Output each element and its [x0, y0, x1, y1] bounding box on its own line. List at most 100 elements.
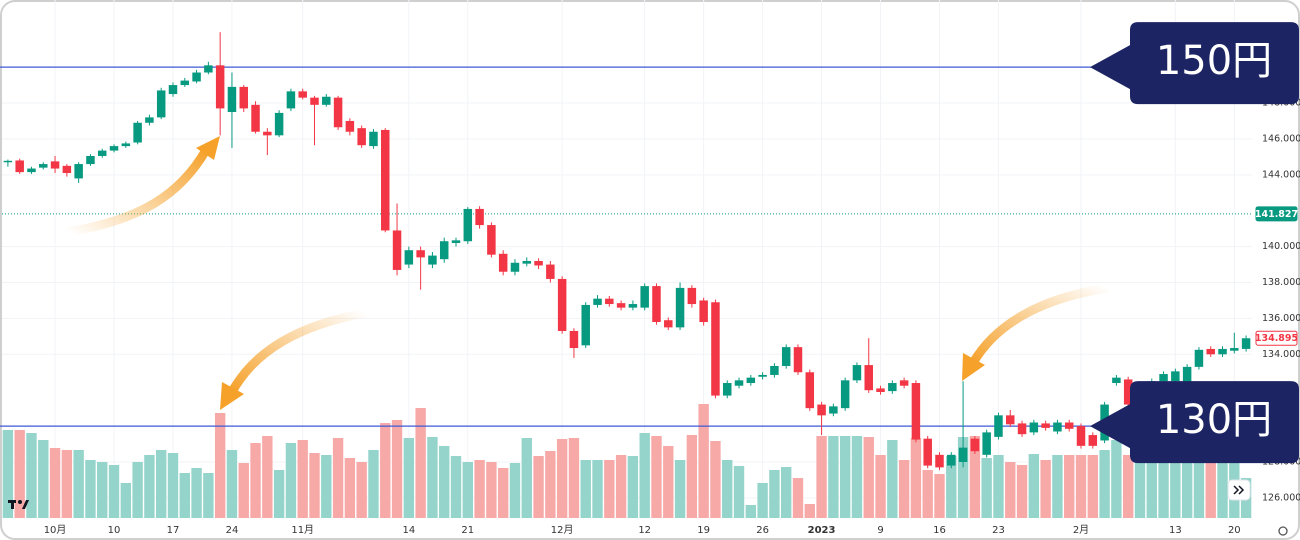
candle-body — [1159, 374, 1168, 382]
volume-bar — [580, 460, 591, 518]
volume-bar — [674, 460, 686, 518]
volume-bar — [1099, 450, 1110, 518]
volume-bar — [556, 439, 568, 518]
volume-bar — [203, 473, 214, 518]
x-tick-label: 20 — [1228, 525, 1241, 536]
x-tick-label: 11月 — [291, 524, 314, 536]
y-tick-label: 134.000 — [1262, 349, 1300, 360]
volume-bar — [804, 504, 815, 518]
x-tick-label: 2月 — [1073, 524, 1089, 536]
volume-bar — [226, 450, 238, 518]
candle-body — [770, 365, 779, 375]
y-tick-label: 136.000 — [1262, 313, 1300, 324]
x-tick-label: 26 — [756, 525, 769, 536]
candle-body — [239, 86, 248, 109]
candle-body — [593, 298, 602, 305]
candle-body — [39, 164, 48, 168]
candle-body — [899, 380, 909, 386]
candle-body — [404, 250, 414, 265]
x-tick-label: 23 — [992, 525, 1005, 536]
x-tick-label: 12 — [638, 525, 651, 536]
candle-body — [687, 287, 697, 305]
volume-bar — [309, 453, 320, 518]
volume-bar — [1122, 455, 1134, 518]
candle-body — [251, 104, 260, 132]
candle-body — [1123, 379, 1133, 405]
volume-bar — [781, 467, 792, 518]
volume-bar — [262, 436, 273, 518]
candle-body — [994, 415, 1003, 437]
candle-body — [970, 438, 980, 452]
volume-bar — [521, 438, 532, 518]
volume-bar — [875, 455, 886, 518]
candle-body — [581, 304, 590, 346]
price-label-box — [1255, 206, 1298, 222]
volume-bar — [415, 408, 426, 518]
volume-bar — [733, 466, 745, 518]
candle-body — [156, 90, 166, 118]
candle-body — [628, 304, 638, 308]
volume-bar — [887, 440, 898, 518]
candle-body — [781, 347, 791, 366]
candle-body — [416, 250, 425, 258]
candle-body — [1088, 435, 1098, 446]
volume-bar — [238, 463, 249, 518]
volume-bar — [144, 455, 155, 518]
callout-box — [1090, 381, 1299, 464]
volume-bar — [863, 437, 874, 518]
candle-body — [286, 91, 296, 109]
callout-box — [1090, 22, 1299, 105]
candle-body — [605, 298, 614, 305]
price-label-box — [1255, 330, 1298, 346]
y-tick-label: 126.000 — [1262, 492, 1300, 503]
volume-bar — [1087, 455, 1098, 518]
candle-body — [805, 372, 815, 409]
volume-bar — [1005, 462, 1016, 518]
settings-icon[interactable] — [1278, 526, 1288, 536]
candle-body — [640, 286, 649, 308]
volume-bar — [108, 465, 120, 518]
candle-body — [569, 330, 579, 349]
candle-body — [498, 253, 508, 272]
volume-bar — [722, 460, 733, 518]
candle-body — [947, 454, 956, 466]
arrow — [227, 308, 370, 397]
volume-bar — [745, 505, 757, 518]
arrow — [63, 145, 211, 237]
candle-body — [168, 85, 178, 95]
price-label: 134.895 — [1255, 333, 1298, 344]
candle-body — [982, 432, 991, 455]
scroll-icon — [1233, 485, 1245, 495]
candle-body — [522, 260, 532, 264]
volume-bar — [1158, 456, 1169, 518]
volume-bar — [969, 436, 981, 518]
candle-body — [1218, 348, 1227, 355]
volume-bar — [73, 450, 84, 518]
volume-bar — [14, 430, 25, 518]
volume-bar — [839, 436, 851, 518]
volume-bar — [922, 470, 933, 518]
volume-bar — [957, 437, 969, 518]
x-tick-label: 2023 — [808, 525, 836, 536]
volume-bar — [297, 440, 308, 518]
candle-body — [310, 97, 319, 105]
volume-bar — [403, 438, 415, 518]
candle-body — [263, 131, 272, 136]
x-tick-label: 10 — [108, 525, 121, 536]
volume-bar — [368, 450, 379, 518]
callout-label: 130円 — [1156, 397, 1272, 443]
volume-bar — [321, 455, 332, 518]
x-tick-label: 21 — [461, 525, 474, 536]
volume-bar — [49, 448, 61, 518]
candle-body — [1029, 422, 1039, 433]
x-tick-label: 17 — [167, 525, 180, 536]
volume-bar — [651, 436, 662, 518]
volume-bar — [332, 438, 344, 518]
volume-bar — [568, 438, 580, 518]
candle-body — [840, 380, 850, 409]
candle-body — [121, 143, 131, 147]
callouts: 150円 130円 — [1090, 22, 1299, 464]
volume-bar — [663, 446, 674, 518]
candle-body — [557, 278, 567, 331]
